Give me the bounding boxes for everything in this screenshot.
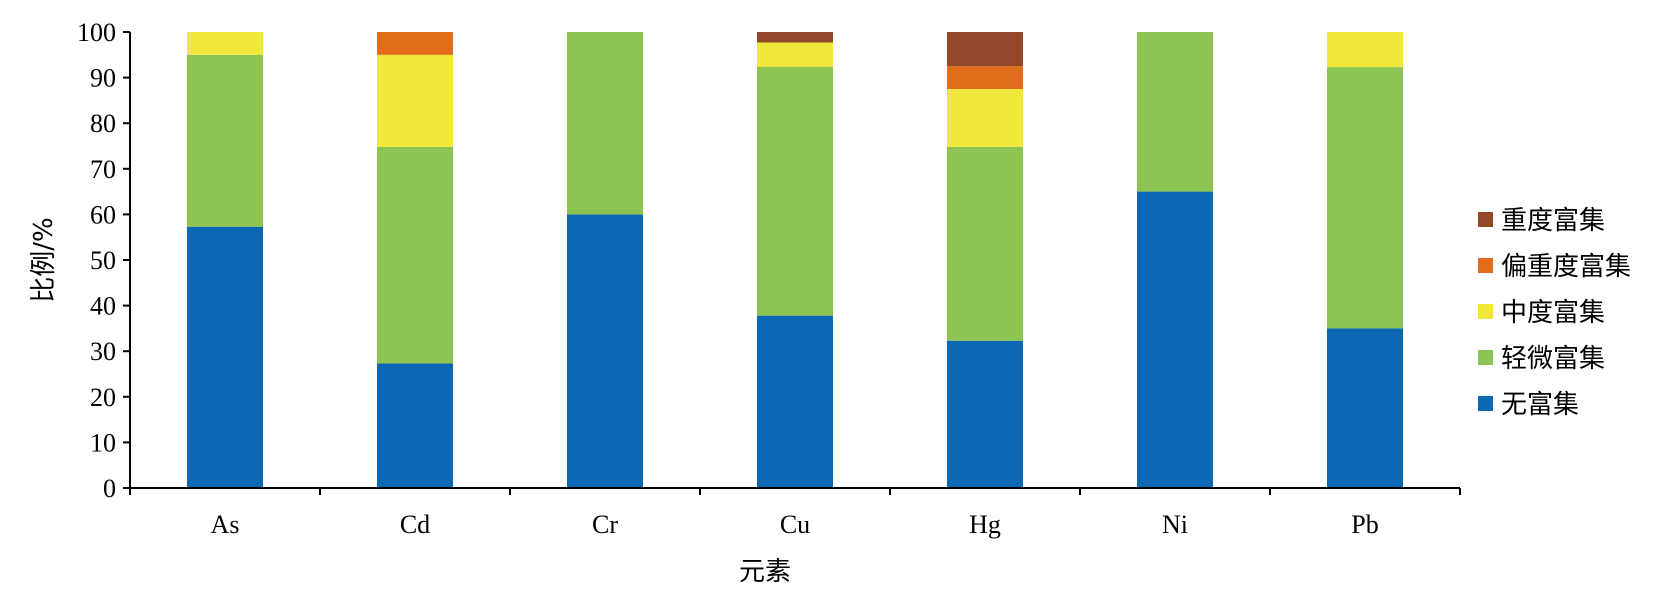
y-tick-label: 70: [90, 155, 116, 184]
bar-segment-Pb-2: [1327, 32, 1403, 68]
y-tick-label: 0: [103, 474, 116, 503]
x-tick-label: Ni: [1162, 510, 1188, 539]
legend-swatch: [1478, 212, 1493, 227]
bar-segment-Cr-1: [567, 32, 643, 215]
bar-segment-Hg-4: [947, 32, 1023, 67]
y-tick-label: 90: [90, 64, 116, 93]
legend-swatch: [1478, 350, 1493, 365]
bar-segment-Cu-4: [757, 32, 833, 43]
bar-segment-Cd-1: [377, 146, 453, 364]
legend-label: 无富集: [1501, 390, 1579, 420]
bar-segment-Cu-0: [757, 315, 833, 488]
x-axis-title: 元素: [739, 557, 791, 587]
x-tick-label: Cu: [780, 510, 810, 539]
bar-segment-Hg-3: [947, 66, 1023, 89]
x-tick-label: As: [211, 510, 240, 539]
x-tick-label: Cd: [400, 510, 430, 539]
bar-segment-Cu-2: [757, 42, 833, 67]
bar-segment-Pb-1: [1327, 67, 1403, 329]
bar-segment-Hg-2: [947, 89, 1023, 147]
bar-segment-Cd-0: [377, 363, 453, 488]
y-tick-label: 50: [90, 246, 116, 275]
bar-segment-Ni-1: [1137, 32, 1213, 192]
y-tick-label: 60: [90, 200, 116, 229]
y-axis-title: 比例/%: [29, 217, 59, 302]
bar-segment-As-0: [187, 226, 263, 488]
bars-layer: [187, 32, 1403, 488]
x-tick-label: Pb: [1351, 510, 1378, 539]
axes-layer: 0 10 20 30 40 50 60 70 80 90 100 As Cd Cr Cu Hg Ni Pb: [77, 18, 1461, 539]
legend-label: 偏重度富集: [1501, 252, 1631, 282]
bar-segment-Hg-1: [947, 146, 1023, 341]
bar-segment-Cr-0: [567, 214, 643, 488]
y-tick-label: 10: [90, 428, 116, 457]
bar-segment-Cu-1: [757, 66, 833, 316]
bar-segment-Cd-2: [377, 54, 453, 147]
legend-label: 重度富集: [1501, 206, 1605, 236]
y-tick-label: 40: [90, 292, 116, 321]
bar-segment-As-1: [187, 54, 263, 227]
x-tick-label: Cr: [592, 510, 618, 539]
legend-swatch: [1478, 396, 1493, 411]
x-tick-label: Hg: [969, 510, 1001, 539]
bar-segment-As-2: [187, 32, 263, 55]
legend-label: 中度富集: [1501, 298, 1605, 328]
bar-segment-Pb-0: [1327, 328, 1403, 488]
y-tick-label: 80: [90, 109, 116, 138]
y-tick-label: 20: [90, 383, 116, 412]
y-tick-label: 100: [77, 18, 116, 47]
legend-swatch: [1478, 304, 1493, 319]
bar-segment-Ni-0: [1137, 191, 1213, 488]
y-tick-label: 30: [90, 337, 116, 366]
legend-swatch: [1478, 258, 1493, 273]
bar-segment-Cd-3: [377, 32, 453, 55]
legend-label: 轻微富集: [1501, 344, 1605, 374]
bar-segment-Hg-0: [947, 340, 1023, 488]
